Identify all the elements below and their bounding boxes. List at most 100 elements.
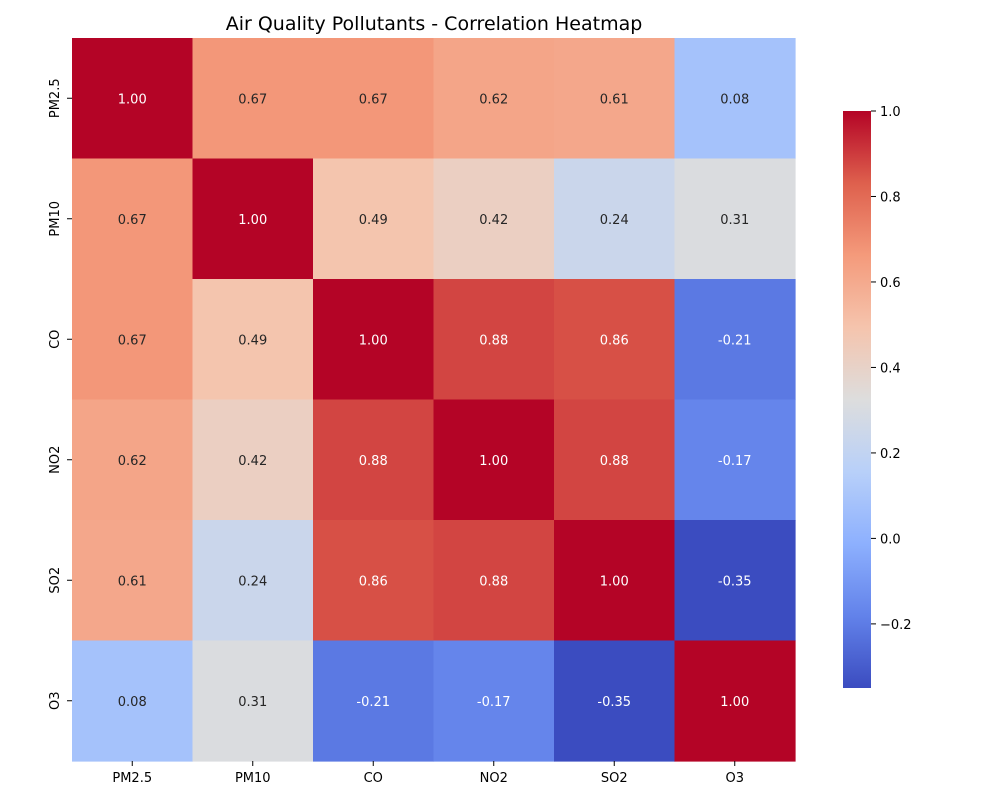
heatmap-cell <box>554 399 676 521</box>
heatmap-cell <box>72 279 194 401</box>
heatmap-cell <box>192 38 314 160</box>
heatmap-cell-value: 1.00 <box>118 92 147 107</box>
heatmap-cell-value: 1.00 <box>359 333 388 348</box>
heatmap-cell-value: -0.21 <box>718 333 752 348</box>
colorbar-tick-label: 0.8 <box>880 190 901 205</box>
y-tick-label: NO2 <box>48 446 63 474</box>
heatmap-cell <box>554 38 676 160</box>
heatmap-cell <box>192 520 314 642</box>
x-tick-label: PM10 <box>235 771 271 786</box>
colorbar-tick-label: 0.2 <box>880 447 901 462</box>
heatmap-cell <box>433 520 555 642</box>
heatmap-cell-value: 0.61 <box>118 574 147 589</box>
heatmap-cell <box>72 640 194 762</box>
heatmap-cell-value: 0.86 <box>359 574 388 589</box>
y-tick-label: CO <box>48 330 63 349</box>
x-tick-label: PM2.5 <box>112 771 152 786</box>
heatmap-cell-value: -0.35 <box>597 695 631 710</box>
heatmap-cell <box>192 158 314 280</box>
heatmap-cell <box>554 640 676 762</box>
heatmap-cell <box>554 520 676 642</box>
heatmap-cell <box>674 520 796 642</box>
heatmap-cell-value: 0.24 <box>238 574 267 589</box>
heatmap-cell <box>674 399 796 521</box>
heatmap-cell <box>433 640 555 762</box>
heatmap-cell-value: 0.61 <box>600 92 629 107</box>
heatmap-cell <box>674 158 796 280</box>
heatmap-cell <box>72 399 194 521</box>
x-tick-label: SO2 <box>601 771 628 786</box>
y-tick-label: PM10 <box>48 201 63 237</box>
heatmap-cell <box>313 38 435 160</box>
heatmap-cell <box>192 279 314 401</box>
heatmap-cell-value: 0.31 <box>238 695 267 710</box>
heatmap-cell-value: 0.88 <box>479 574 508 589</box>
heatmap-cell <box>313 399 435 521</box>
y-tick-label: O3 <box>48 691 63 710</box>
heatmap-cell <box>674 279 796 401</box>
heatmap-cell <box>554 279 676 401</box>
heatmap-cell-labels: 1.00 0.67 0.67 0.62 0.61 0.08 0.67 1.00 0.49 0.42… <box>118 92 752 710</box>
colorbar-tick-label: 0.0 <box>880 532 901 547</box>
heatmap-cell <box>313 279 435 401</box>
chart-title: Air Quality Pollutants - Correlation Hea… <box>226 13 643 35</box>
x-tick-label: NO2 <box>480 771 508 786</box>
heatmap-cell-value: 0.67 <box>118 333 147 348</box>
heatmap-cell <box>433 158 555 280</box>
heatmap-cell-value: 0.62 <box>118 454 147 469</box>
x-axis: PM2.5 PM10 CO NO2 SO2 O3 <box>112 761 744 786</box>
colorbar-tick-label: 0.6 <box>880 276 901 291</box>
heatmap-cell <box>433 38 555 160</box>
colorbar: −0.2 0.0 0.2 0.4 0.6 0.8 1.0 <box>843 105 912 688</box>
heatmap-cell-value: 0.49 <box>359 213 388 228</box>
y-axis: PM2.5 PM10 CO NO2 SO2 O3 <box>48 78 72 710</box>
heatmap-cell-value: -0.17 <box>718 454 752 469</box>
heatmap-cell <box>674 640 796 762</box>
colorbar-tick-label: 1.0 <box>880 105 901 120</box>
heatmap-cell-value: 0.08 <box>118 695 147 710</box>
heatmap-cell-value: 1.00 <box>479 454 508 469</box>
heatmap-cell <box>313 158 435 280</box>
heatmap-cell-value: 0.88 <box>359 454 388 469</box>
heatmap-cell-value: 0.49 <box>238 333 267 348</box>
heatmap-cell <box>192 399 314 521</box>
heatmap-cell <box>72 520 194 642</box>
colorbar-tick-label: −0.2 <box>880 618 912 633</box>
heatmap-cell-value: -0.35 <box>718 574 752 589</box>
colorbar-gradient <box>843 111 871 688</box>
colorbar-ticks: −0.2 0.0 0.2 0.4 0.6 0.8 1.0 <box>871 105 912 633</box>
heatmap-cell-value: 0.67 <box>238 92 267 107</box>
heatmap-cell-value: 0.88 <box>479 333 508 348</box>
heatmap-cell-value: 0.31 <box>720 213 749 228</box>
heatmap-cell <box>554 158 676 280</box>
heatmap-cell <box>313 640 435 762</box>
heatmap-cell-value: 0.08 <box>720 92 749 107</box>
heatmap-cell-value: 0.42 <box>479 213 508 228</box>
heatmap-cells <box>72 38 796 762</box>
x-tick-label: O3 <box>725 771 744 786</box>
colorbar-tick-label: 0.4 <box>880 361 901 376</box>
heatmap-cell <box>72 158 194 280</box>
heatmap-cell-value: 0.42 <box>238 454 267 469</box>
heatmap-cell-value: -0.17 <box>477 695 511 710</box>
heatmap-cell-value: 1.00 <box>238 213 267 228</box>
heatmap-cell-value: 0.24 <box>600 213 629 228</box>
y-tick-label: SO2 <box>48 567 63 594</box>
heatmap-cell-value: 0.88 <box>600 454 629 469</box>
heatmap-cell-value: 0.62 <box>479 92 508 107</box>
heatmap-cell <box>192 640 314 762</box>
heatmap-cell-value: 0.86 <box>600 333 629 348</box>
heatmap-cell <box>433 279 555 401</box>
heatmap-cell-value: 0.67 <box>118 213 147 228</box>
heatmap-cell-value: 0.67 <box>359 92 388 107</box>
heatmap-cell <box>433 399 555 521</box>
heatmap-cell-value: -0.21 <box>356 695 390 710</box>
y-tick-label: PM2.5 <box>48 78 63 118</box>
heatmap-cell-value: 1.00 <box>600 574 629 589</box>
heatmap-cell <box>313 520 435 642</box>
heatmap-cell <box>72 38 194 160</box>
heatmap-cell-value: 1.00 <box>720 695 749 710</box>
x-tick-label: CO <box>364 771 383 786</box>
heatmap-cell <box>674 38 796 160</box>
